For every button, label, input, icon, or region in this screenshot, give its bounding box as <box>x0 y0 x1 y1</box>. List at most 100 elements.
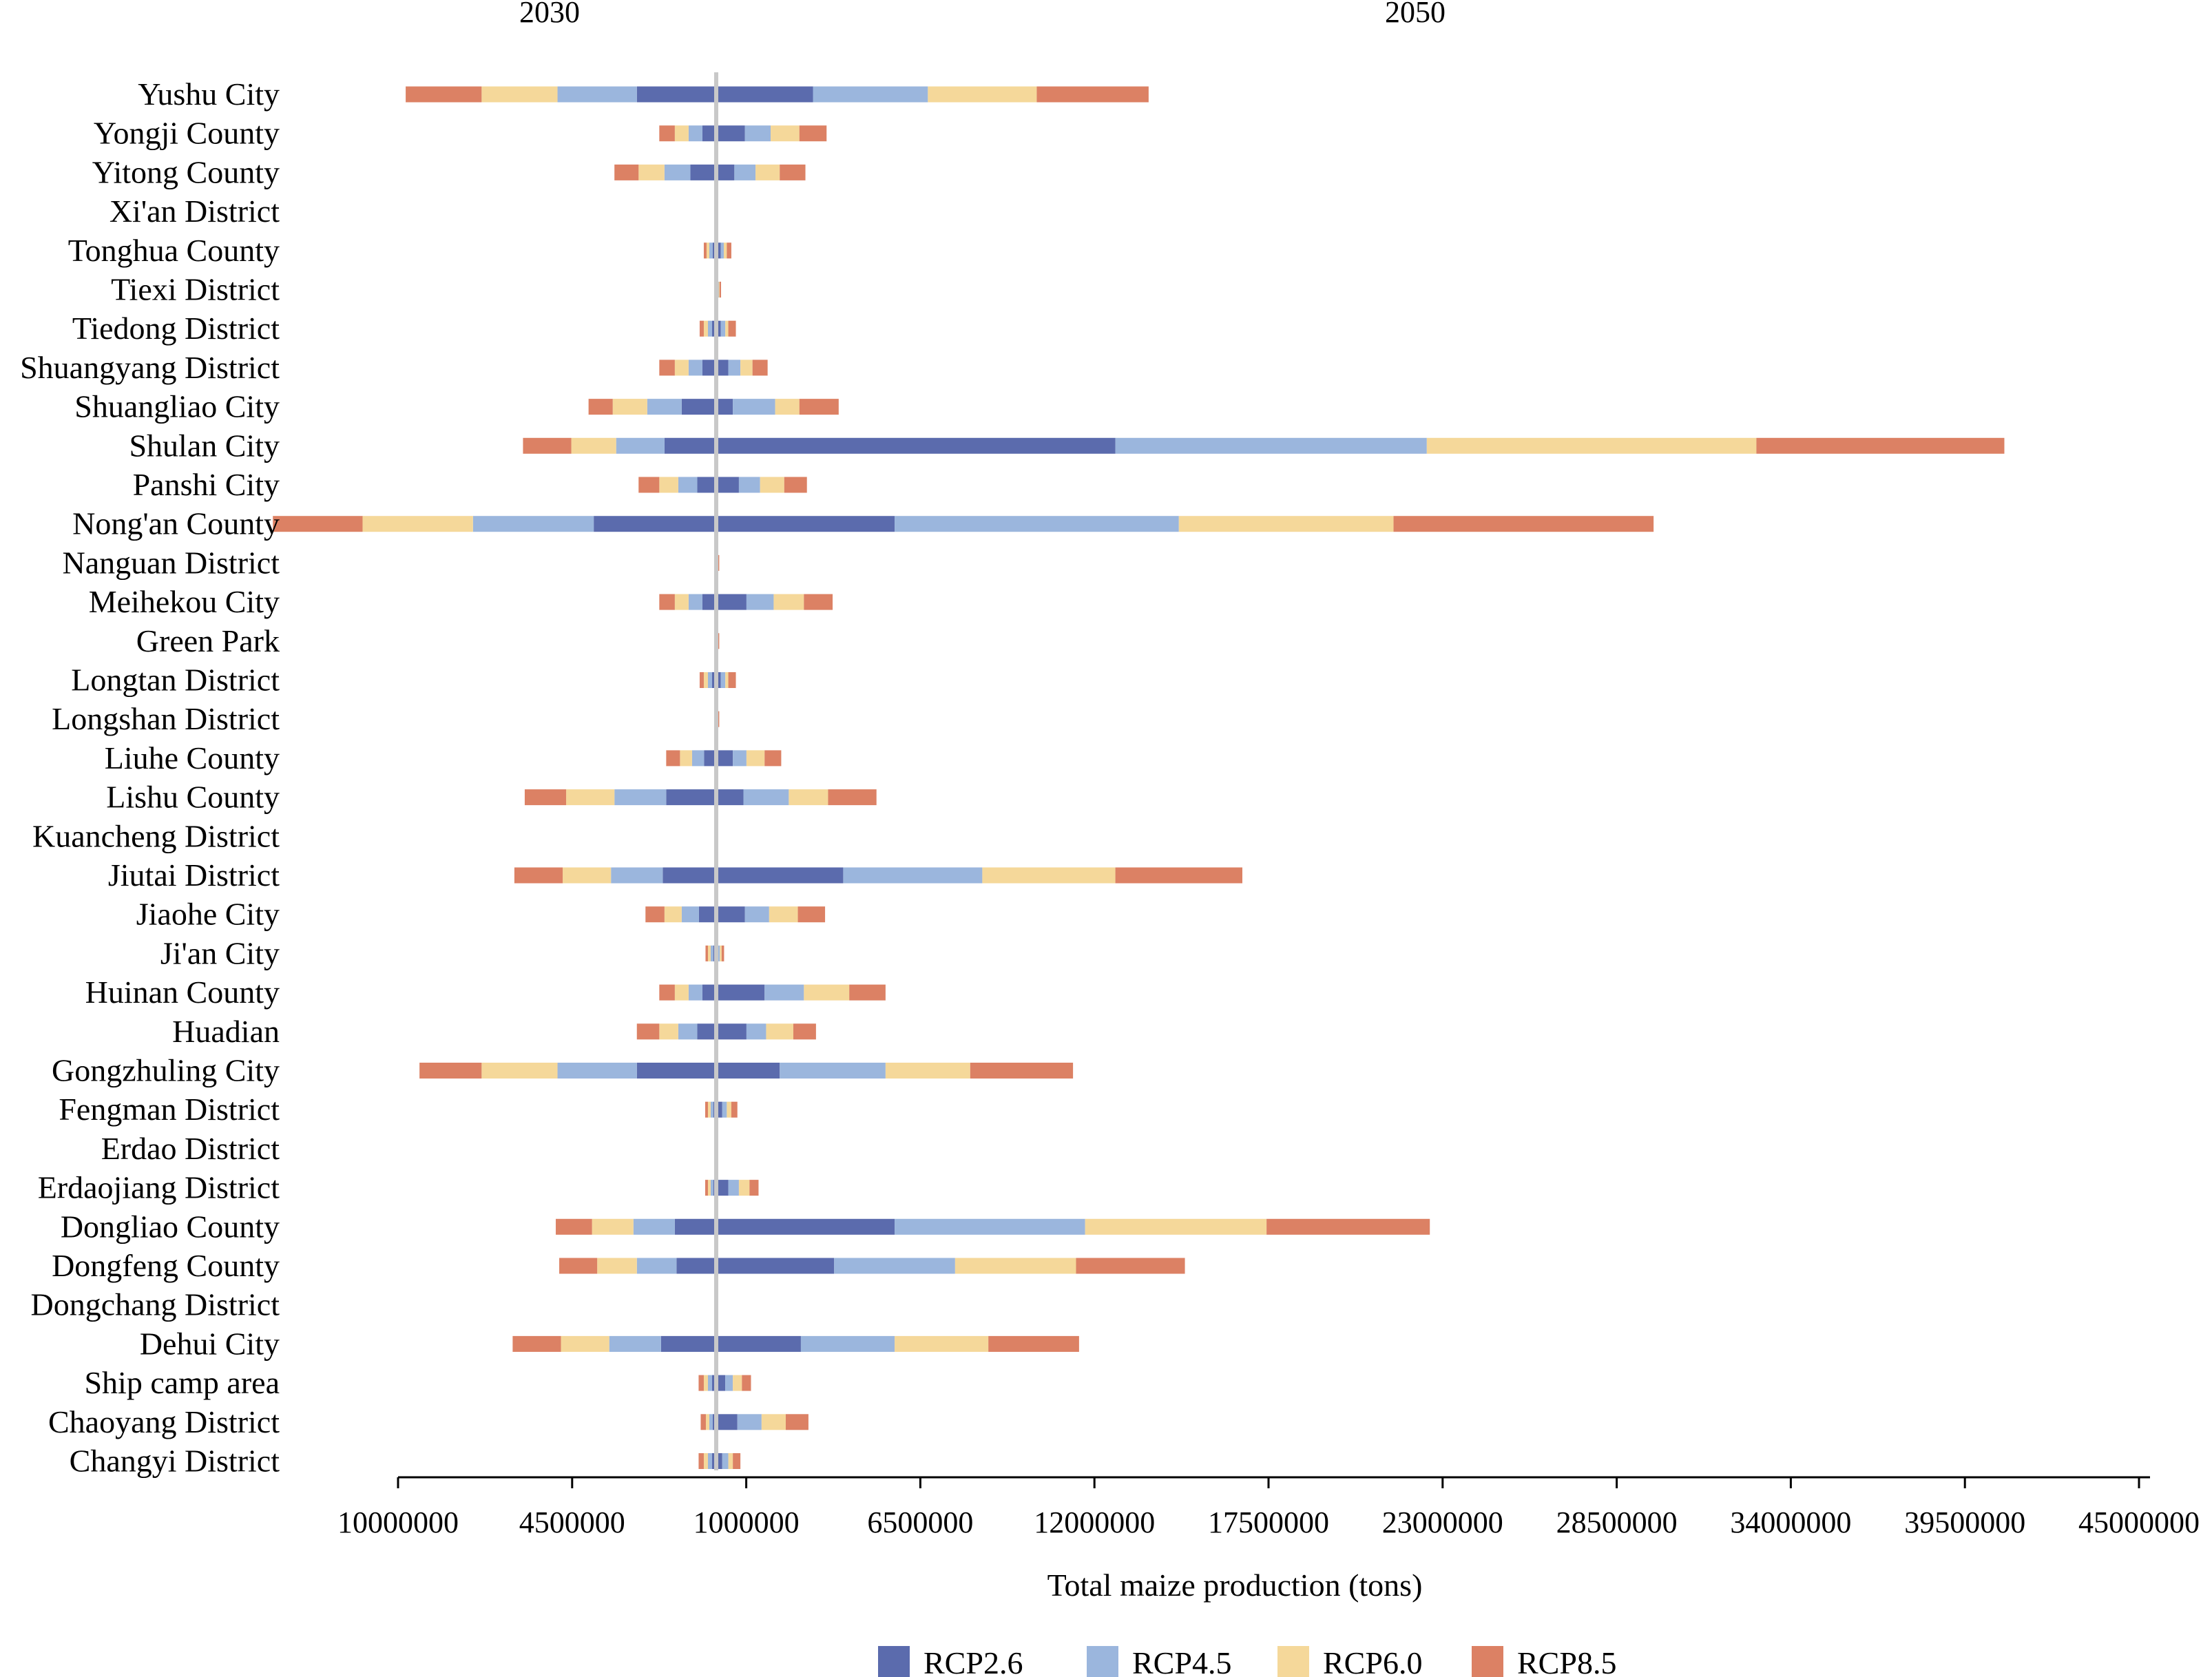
bar-2030-rcp6-0-erdaojiang-district <box>707 1180 711 1196</box>
bar-2050-rcp8-5-ship-camp-area <box>742 1375 751 1391</box>
bar-2050-rcp6-0-longtan-district <box>725 672 729 688</box>
bar-2030-rcp8-5-shulan-city <box>523 437 572 454</box>
bar-2030-rcp8-5-lishu-county <box>524 789 567 806</box>
category-label-tiedong-district: Tiedong District <box>72 311 280 346</box>
bar-2030-rcp4-5-meihekou-city <box>688 594 702 610</box>
bar-2030-rcp8-5-yushu-city <box>406 86 482 103</box>
bar-2030-rcp2-6-nong-an-county <box>594 516 716 532</box>
bar-2050-rcp4-5-liuhe-county <box>733 750 747 767</box>
bar-2050-rcp4-5-chaoyang-district <box>737 1414 762 1430</box>
bar-2030-rcp6-0-shuangyang-district <box>674 360 689 376</box>
bar-2050-rcp2-6-huadian <box>716 1023 747 1040</box>
bar-2050-rcp8-5-fengman-district <box>731 1101 738 1118</box>
bar-2050-rcp6-0-tonghua-county <box>723 242 727 259</box>
bar-2050-rcp8-5-longshan-district <box>718 711 720 727</box>
bar-2030-rcp8-5-longtan-district <box>699 672 704 688</box>
bar-2050-rcp2-6-yongji-county <box>716 125 745 142</box>
bar-2030-rcp2-6-huadian <box>697 1023 716 1040</box>
x-tick-label: 17500000 <box>1208 1506 1329 1539</box>
bar-2050-rcp2-6-jiaohe-city <box>716 906 745 923</box>
bar-2030-rcp6-0-changyi-district <box>703 1453 708 1469</box>
x-tick-label: 23000000 <box>1382 1506 1503 1539</box>
bar-2050-rcp8-5-ji-an-city <box>721 945 724 961</box>
category-label-gongzhuling-city: Gongzhuling City <box>52 1053 280 1088</box>
bar-2030-rcp2-6-huinan-county <box>702 984 716 1001</box>
bar-2030-rcp4-5-jiaohe-city <box>681 906 699 923</box>
bar-2030-rcp8-5-dehui-city <box>512 1335 561 1352</box>
bar-2030-rcp4-5-gongzhuling-city <box>557 1063 637 1079</box>
category-label-yushu-city: Yushu City <box>138 76 280 112</box>
bar-2030-rcp8-5-huinan-county <box>659 984 675 1001</box>
bar-2030-rcp6-0-nong-an-county <box>362 516 473 532</box>
bar-2030-rcp6-0-huinan-county <box>674 984 689 1001</box>
bar-2030-rcp8-5-changyi-district <box>698 1453 704 1469</box>
legend-label-rcp2-6: RCP2.6 <box>924 1645 1023 1677</box>
bar-2050-rcp4-5-jiutai-district <box>843 867 983 884</box>
bar-2030-rcp4-5-liuhe-county <box>691 750 705 767</box>
bar-2030-rcp4-5-shuangyang-district <box>688 360 702 376</box>
category-label-xi-an-district: Xi'an District <box>109 194 280 229</box>
panel-label-2030: 2030 <box>519 0 580 29</box>
category-label-shuangyang-district: Shuangyang District <box>20 350 280 385</box>
bar-2050-rcp2-6-huinan-county <box>716 984 765 1001</box>
bar-2050-rcp6-0-shuangliao-city <box>775 399 800 415</box>
bar-2050-rcp8-5-meihekou-city <box>804 594 833 610</box>
bar-2030-rcp4-5-dongliao-county <box>633 1218 675 1235</box>
bar-2050-rcp2-6-ship-camp-area <box>716 1375 726 1391</box>
bar-2050-rcp4-5-shuangliao-city <box>733 399 775 415</box>
bar-2030-rcp2-6-jiaohe-city <box>698 906 716 923</box>
bar-2050-rcp8-5-shuangliao-city <box>799 399 839 415</box>
bar-2030-rcp2-6-meihekou-city <box>702 594 716 610</box>
bar-2030-rcp8-5-dongfeng-county <box>559 1258 598 1274</box>
bar-2030-rcp6-0-longtan-district <box>703 672 708 688</box>
category-label-dongfeng-county: Dongfeng County <box>52 1248 280 1283</box>
bar-2050-rcp2-6-liuhe-county <box>716 750 733 767</box>
bar-2030-rcp2-6-gongzhuling-city <box>636 1063 716 1079</box>
bar-2050-rcp8-5-dongfeng-county <box>1076 1258 1185 1274</box>
bar-2050-rcp4-5-panshi-city <box>738 477 760 493</box>
bar-2050-rcp4-5-longtan-district <box>720 672 726 688</box>
category-label-ship-camp-area: Ship camp area <box>84 1365 280 1400</box>
bar-2030-rcp6-0-fengman-district <box>707 1101 711 1118</box>
bar-2030-rcp4-5-yushu-city <box>557 86 637 103</box>
bar-2030-rcp2-6-shuangliao-city <box>681 399 716 415</box>
bar-2050-rcp8-5-tiexi-district <box>719 282 722 298</box>
category-label-fengman-district: Fengman District <box>59 1092 280 1127</box>
x-axis-title: Total maize production (tons) <box>1047 1567 1423 1603</box>
bar-2050-rcp4-5-yongji-county <box>744 125 771 142</box>
bar-2030-rcp2-6-panshi-city <box>697 477 716 493</box>
bar-2030-rcp4-5-nong-an-county <box>472 516 594 532</box>
bar-2050-rcp8-5-longtan-district <box>728 672 736 688</box>
bar-2050-rcp4-5-yushu-city <box>813 86 928 103</box>
bar-2050-rcp8-5-erdaojiang-district <box>749 1180 759 1196</box>
bar-2050-rcp4-5-erdaojiang-district <box>728 1180 739 1196</box>
bar-2050-rcp8-5-panshi-city <box>784 477 807 493</box>
bar-2030-rcp4-5-shuangliao-city <box>647 399 682 415</box>
legend-label-rcp6-0: RCP6.0 <box>1323 1645 1422 1677</box>
bar-2030-rcp2-6-yitong-county <box>690 164 716 180</box>
x-tick-label: 28500000 <box>1556 1506 1678 1539</box>
category-label-chaoyang-district: Chaoyang District <box>48 1404 280 1439</box>
bar-2050-rcp6-0-meihekou-city <box>773 594 804 610</box>
bar-2050-rcp6-0-jiutai-district <box>982 867 1116 884</box>
x-tick-label: 1000000 <box>693 1506 800 1539</box>
bar-2050-rcp8-5-shulan-city <box>1756 437 2005 454</box>
bar-2050-rcp8-5-yushu-city <box>1036 86 1149 103</box>
bar-2050-rcp4-5-dongfeng-county <box>834 1258 955 1274</box>
bar-2050-rcp8-5-tonghua-county <box>727 242 731 259</box>
bar-2030-rcp2-6-shulan-city <box>664 437 716 454</box>
bar-2050-rcp8-5-liuhe-county <box>764 750 782 767</box>
bar-2050-rcp4-5-huadian <box>746 1023 766 1040</box>
bar-2030-rcp6-0-jiaohe-city <box>664 906 682 923</box>
bar-2050-rcp6-0-chaoyang-district <box>761 1414 786 1430</box>
x-tick-label: 10000000 <box>337 1506 459 1539</box>
bar-2050-rcp4-5-shuangyang-district <box>728 360 741 376</box>
bar-2050-rcp2-6-fengman-district <box>716 1101 722 1118</box>
category-label-tonghua-county: Tonghua County <box>68 233 280 268</box>
bar-2030-rcp8-5-jiaohe-city <box>645 906 665 923</box>
category-label-jiaohe-city: Jiaohe City <box>136 897 280 932</box>
bar-2030-rcp4-5-yitong-county <box>664 164 691 180</box>
bar-2050-rcp6-0-yushu-city <box>928 86 1037 103</box>
